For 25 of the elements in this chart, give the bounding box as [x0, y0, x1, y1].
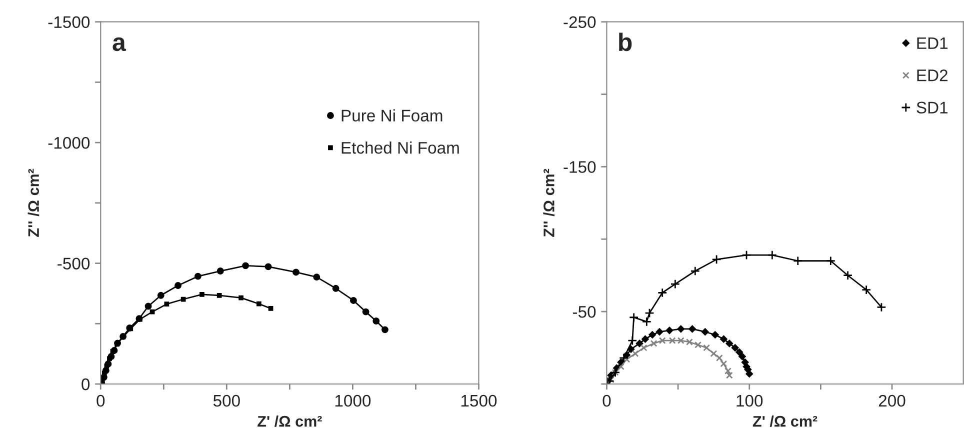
- y-tick-label: -250: [564, 16, 596, 28]
- x-axis-title: Z' /Ω cm²: [752, 416, 818, 427]
- y-axis-title: Z'' /Ω cm²: [543, 168, 555, 237]
- annotation: b: [619, 32, 632, 52]
- y-tick-label: -1500: [48, 16, 90, 28]
- y-axis-title: Z'' /Ω cm²: [28, 168, 40, 237]
- x-tick-label: 100: [736, 394, 763, 407]
- annotation: a: [112, 37, 126, 52]
- x-tick-label: 1500: [461, 394, 497, 407]
- x-tick-label: 500: [213, 394, 240, 407]
- legend-label: ED2: [917, 69, 948, 82]
- y-tick-label: -500: [58, 258, 90, 270]
- y-tick-label: -1000: [48, 136, 90, 149]
- x-axis-title: Z' /Ω cm²: [258, 416, 322, 427]
- legend-label: ED1: [917, 37, 948, 49]
- y-tick-label: -50: [572, 306, 596, 318]
- legend-label: Pure Ni Foam: [342, 109, 442, 122]
- x-tick-label: 200: [878, 394, 906, 407]
- x-tick-label: 0: [96, 394, 105, 407]
- y-tick-label: 0: [82, 378, 90, 390]
- y-tick-label: -150: [564, 161, 596, 173]
- x-tick-label: 1000: [335, 394, 371, 407]
- legend-label: Etched Ni Foam: [342, 141, 459, 154]
- legend-label: SD1: [916, 102, 948, 114]
- x-tick-label: 0: [602, 394, 611, 407]
